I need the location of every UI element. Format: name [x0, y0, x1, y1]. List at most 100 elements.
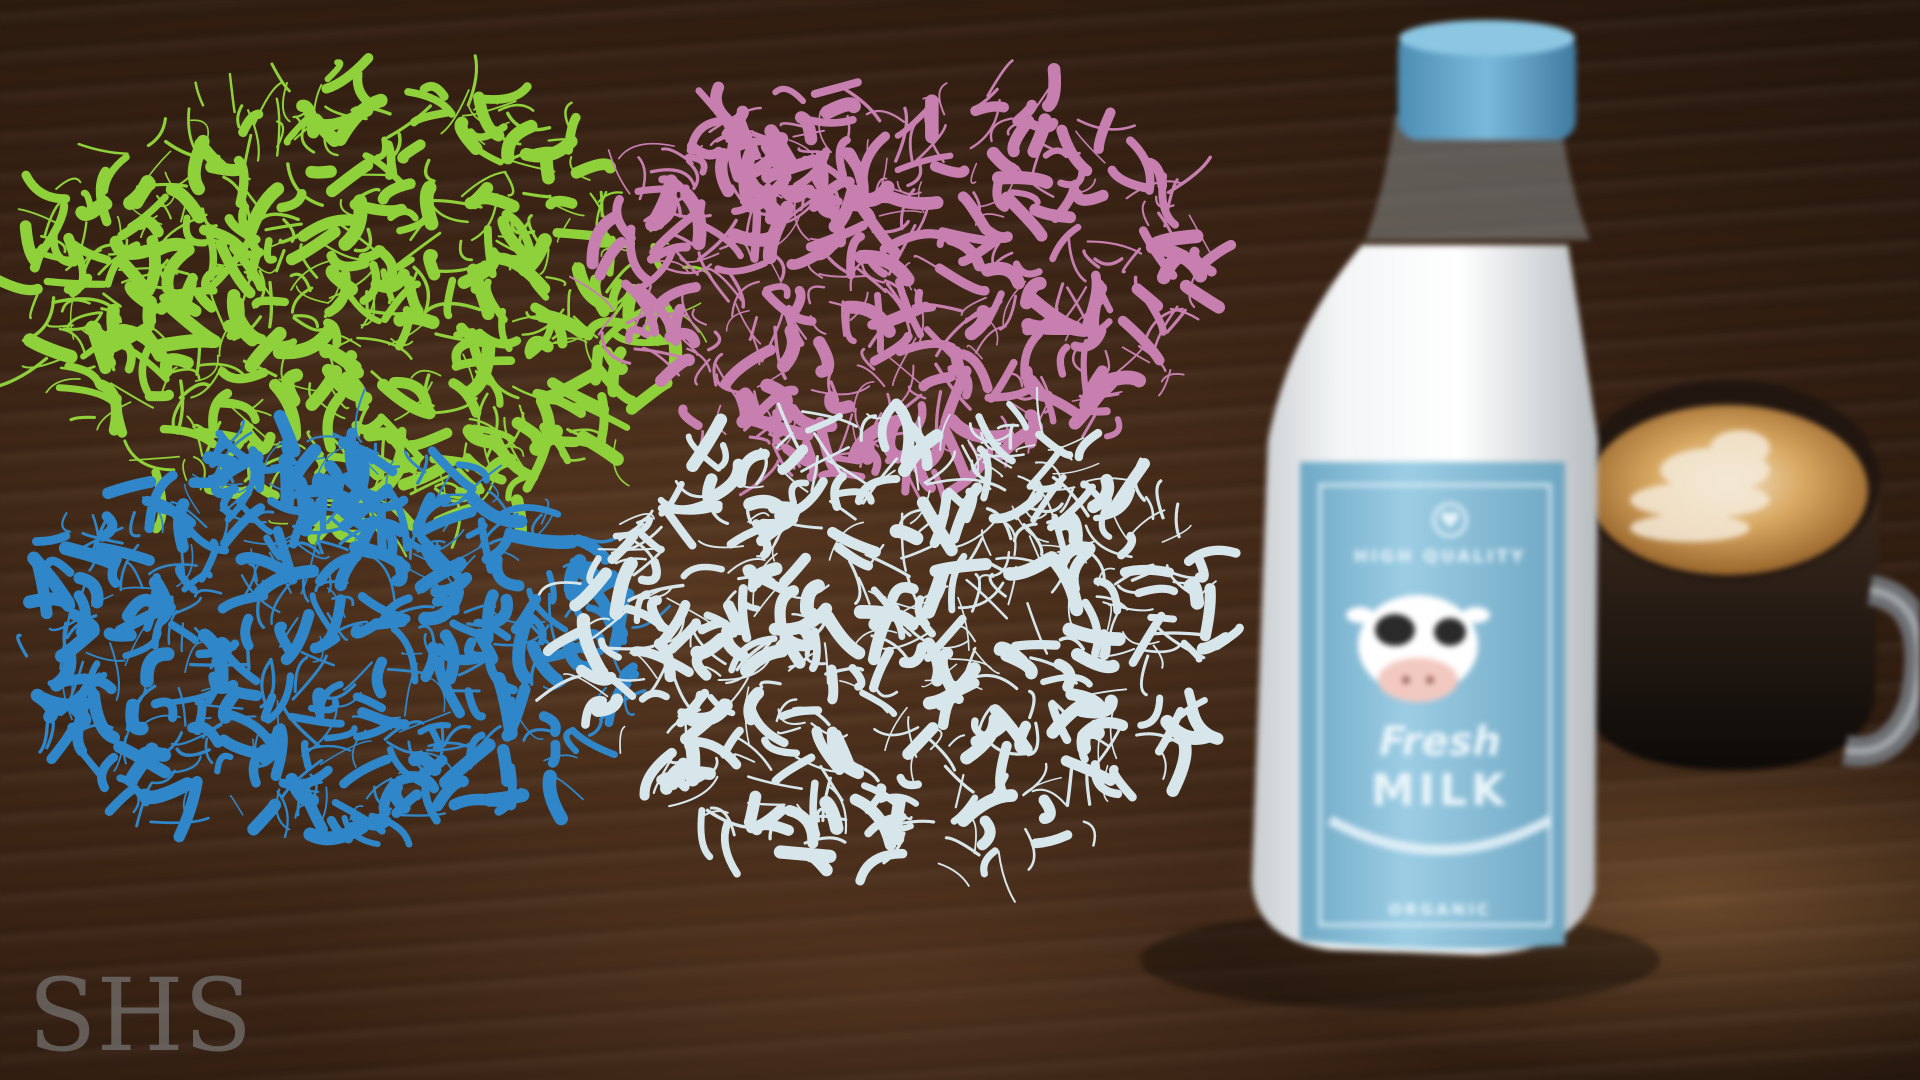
ribbon-segment: [283, 116, 309, 146]
ribbon-segment: [80, 189, 96, 218]
ribbon-segment: [909, 490, 931, 525]
ribbon-segment: [884, 706, 908, 752]
ribbon-segment: [638, 530, 665, 554]
ribbon-segment: [761, 288, 817, 326]
ribbon-segment: [841, 147, 869, 208]
ribbon-segment: [46, 722, 78, 765]
ribbon-segment: [562, 638, 597, 674]
ribbon-segment: [662, 506, 697, 550]
ribbon-segment: [716, 677, 749, 715]
ribbon-segment: [687, 144, 703, 161]
ribbon-segment: [510, 218, 536, 235]
ribbon-segment: [404, 88, 456, 118]
ribbon-segment: [395, 231, 442, 267]
ribbon-segment: [48, 616, 82, 632]
ribbon-segment: [540, 498, 550, 525]
ribbon-segment: [668, 775, 719, 808]
ribbon-segment: [1031, 141, 1044, 177]
ribbon-segment: [865, 109, 906, 123]
ribbon-segment: [556, 217, 571, 243]
ribbon-segment: [1049, 223, 1082, 263]
ribbon-segment: [948, 678, 980, 699]
ribbon-segment: [391, 555, 408, 587]
ribbon-segment: [788, 479, 810, 507]
ribbon-segment: [49, 228, 75, 267]
ribbon-segment: [970, 715, 1012, 748]
ribbon-segment: [659, 766, 716, 790]
ribbon-segment: [350, 811, 392, 831]
ribbon-segment: [666, 180, 682, 218]
ribbon-segment: [545, 276, 567, 287]
ribbon-segment: [854, 249, 915, 287]
ribbon-segment: [827, 785, 848, 835]
ribbon-segment: [686, 141, 724, 160]
ribbon-segment: [383, 281, 393, 305]
ribbon-segment: [1093, 257, 1124, 266]
ribbon-segment: [854, 475, 901, 506]
ribbon-segment: [51, 297, 111, 307]
ribbon-segment: [586, 555, 602, 586]
ribbon-segment: [706, 330, 722, 352]
ribbon-segment: [1102, 601, 1154, 612]
ribbon-segment: [995, 556, 1047, 568]
ribbon-segment: [1055, 286, 1088, 329]
ribbon-segment: [23, 333, 78, 364]
ribbon-segment: [282, 705, 322, 748]
ribbon-segment: [69, 284, 78, 340]
ribbon-segment: [558, 446, 586, 462]
ribbon-segment: [957, 581, 1005, 610]
ribbon-segment: [1052, 462, 1100, 475]
ribbon-segment: [170, 501, 208, 529]
ribbon-segment: [1008, 423, 1015, 450]
ribbon-segment: [988, 572, 1007, 598]
ribbon-segment: [175, 563, 198, 594]
ribbon-segment: [590, 344, 604, 386]
ribbon-segment: [40, 234, 67, 254]
ribbon-segment: [969, 98, 1001, 150]
ribbon-segment: [431, 775, 469, 812]
ribbon-segment: [599, 644, 655, 651]
ribbon-segment: [987, 358, 1018, 403]
ribbon-segment: [957, 596, 970, 651]
ribbon-segment: [1155, 479, 1165, 520]
ribbon-segment: [750, 208, 762, 263]
ribbon-segment: [276, 790, 289, 839]
ribbon-segment: [677, 714, 705, 728]
ribbon-segment: [286, 162, 324, 207]
ribbon-segment: [1141, 200, 1150, 227]
ribbon-segment: [342, 350, 365, 379]
ribbon-segment: [898, 642, 928, 669]
ribbon-segment: [224, 214, 261, 245]
ribbon-segment: [978, 480, 1007, 492]
ribbon-segment: [204, 737, 214, 764]
ribbon-segment: [649, 211, 698, 257]
ribbon-segment: [1062, 622, 1126, 646]
ribbon-segment: [207, 277, 226, 330]
ribbon-segment: [992, 171, 1010, 212]
ribbon-segment: [244, 326, 287, 373]
ribbon-segment: [731, 183, 772, 215]
ribbon-segment: [1196, 632, 1232, 655]
ribbon-segment: [420, 541, 447, 573]
label-script-word: Fresh: [1379, 719, 1501, 765]
ribbon-segment: [301, 708, 338, 757]
ribbon-segment: [773, 325, 787, 380]
ribbon-segment: [1138, 226, 1178, 280]
ribbon-segment: [763, 283, 791, 300]
ribbon-segment: [522, 728, 557, 742]
ribbon-segment: [248, 744, 269, 788]
ribbon-segment: [538, 711, 561, 737]
ribbon-segment: [1095, 279, 1114, 314]
ribbon-segment: [828, 300, 878, 324]
ribbon-segment: [823, 642, 829, 685]
ribbon-segment: [19, 220, 41, 267]
ribbon-segment: [228, 404, 270, 441]
ribbon-segment: [722, 600, 746, 636]
ribbon-segment: [607, 346, 627, 398]
ribbon-segment: [939, 413, 951, 451]
ribbon-segment: [1066, 318, 1113, 337]
ribbon-segment: [1121, 247, 1142, 274]
ribbon-segment: [116, 256, 153, 299]
ribbon-segment: [376, 503, 387, 553]
ribbon-segment: [328, 271, 373, 299]
